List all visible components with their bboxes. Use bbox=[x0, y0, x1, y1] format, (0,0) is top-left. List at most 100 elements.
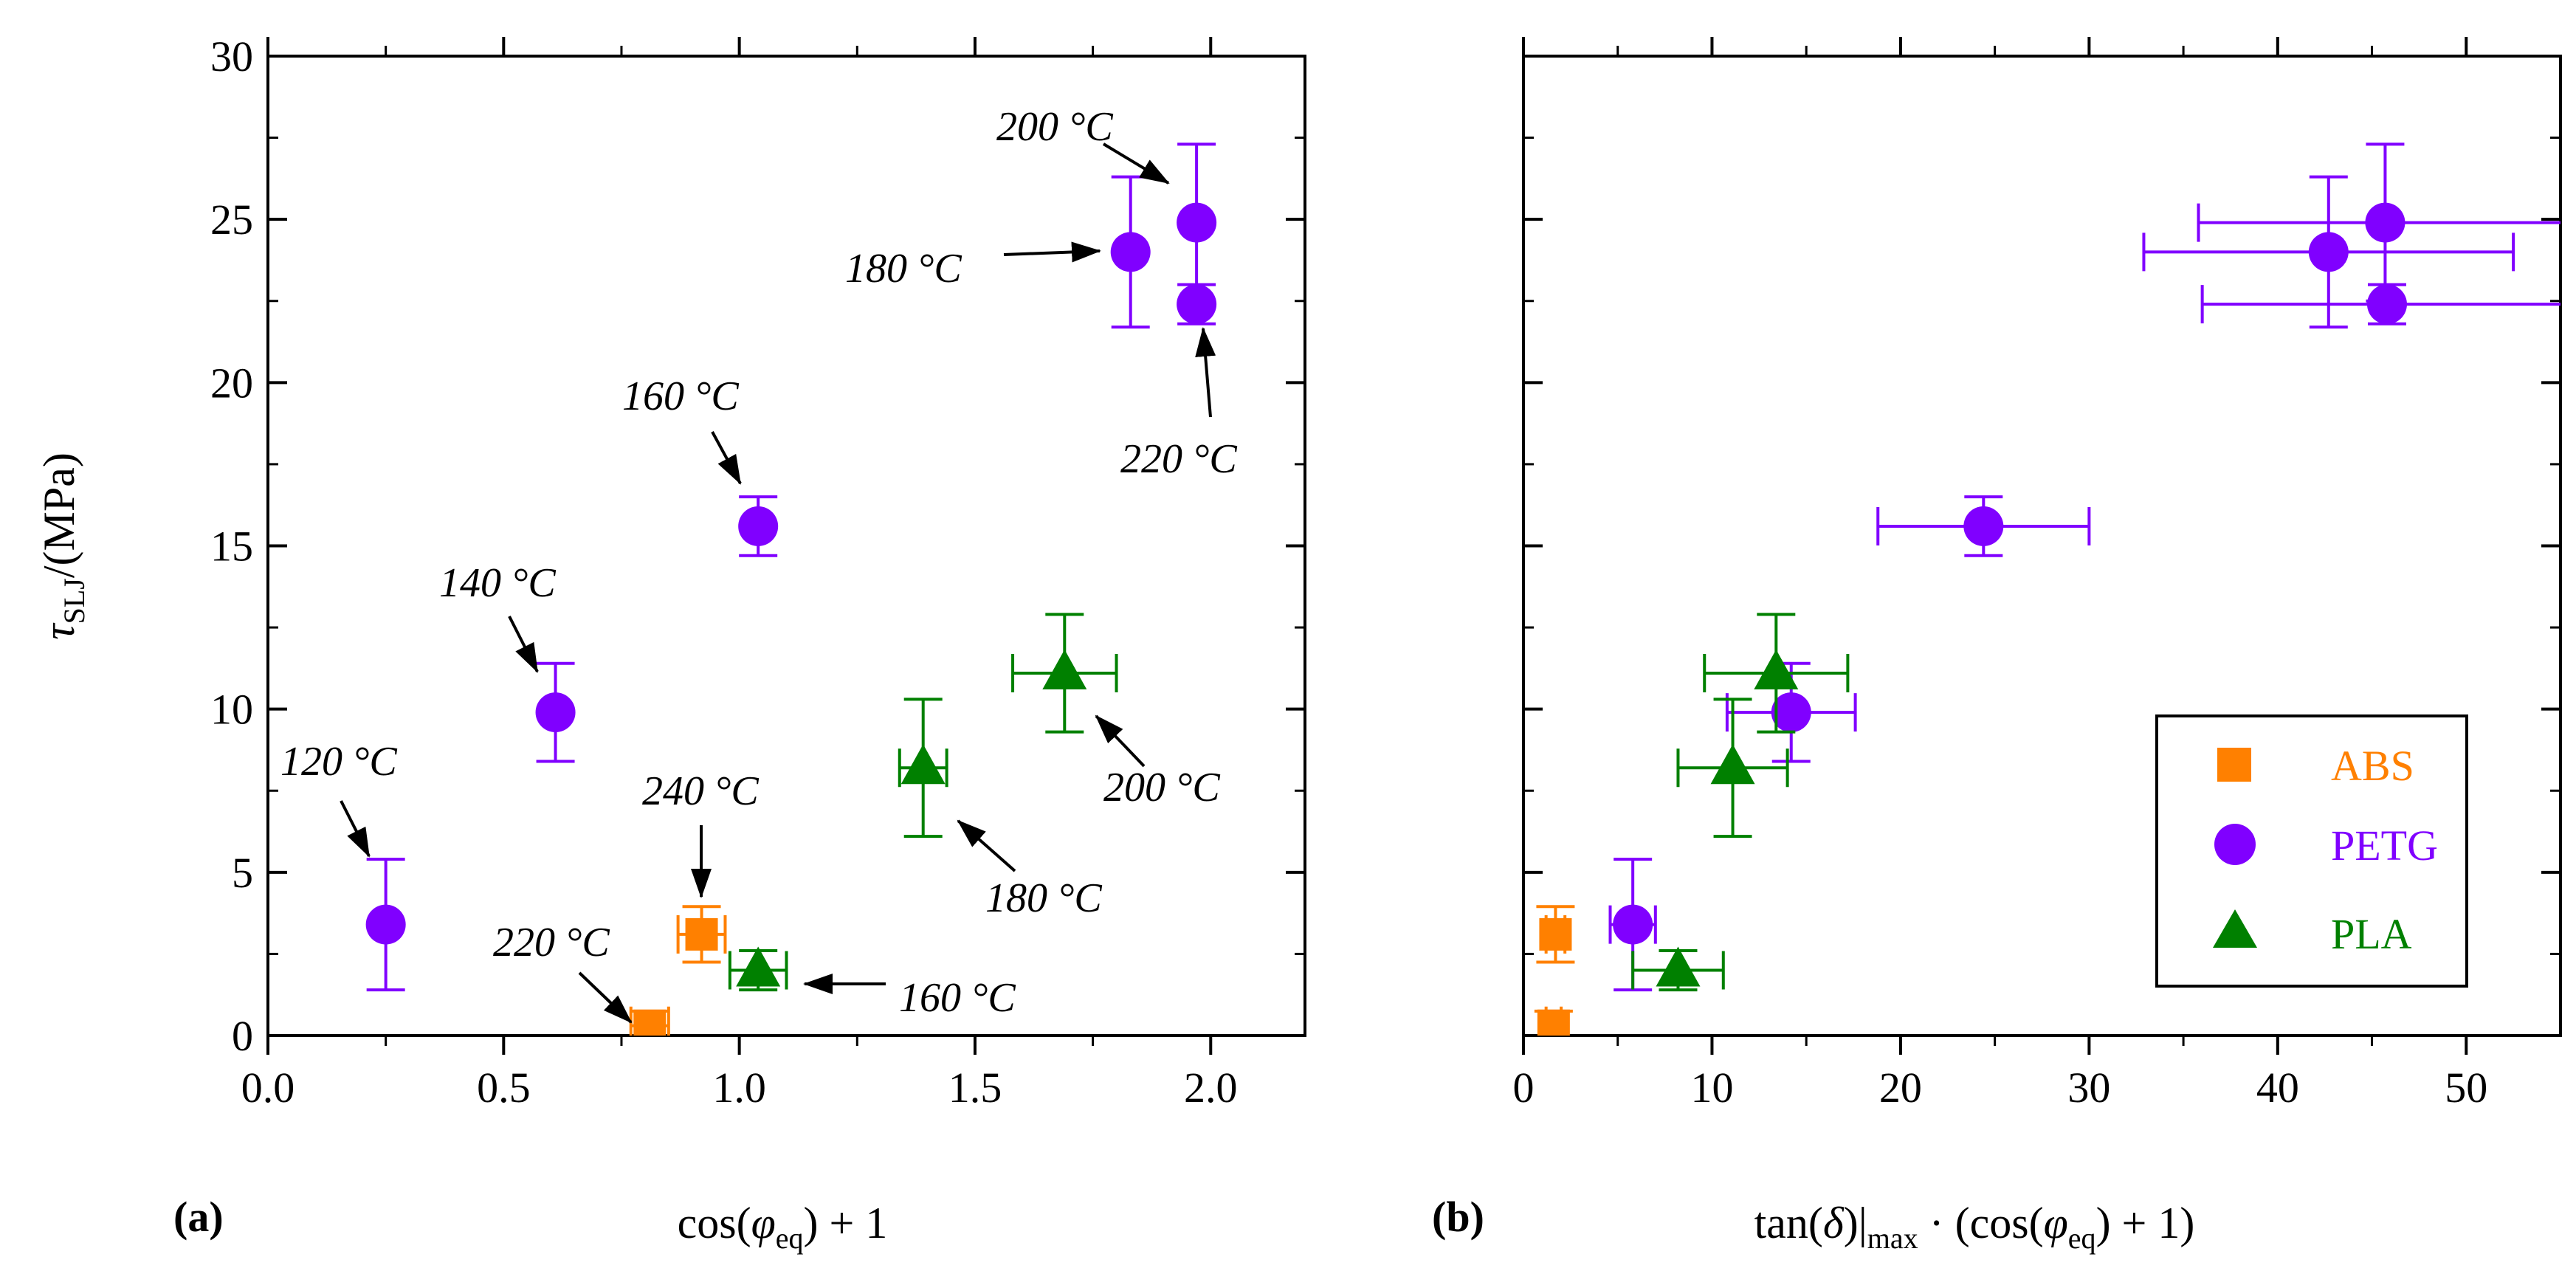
panel-a-points bbox=[365, 142, 1217, 1036]
legend-entries: ABS PETG PLA bbox=[2213, 742, 2438, 958]
marker-pla bbox=[736, 946, 781, 987]
x-tick-label: 2.0 bbox=[1184, 1064, 1238, 1112]
legend-marker-abs bbox=[2217, 748, 2251, 782]
point-petg bbox=[535, 661, 576, 763]
marker-petg bbox=[738, 506, 779, 546]
marker-petg bbox=[1110, 232, 1151, 272]
annotation-pla-160: 160 °C bbox=[899, 975, 1016, 1021]
y-tick-label: 10 bbox=[210, 686, 253, 734]
panel-b-points bbox=[1534, 142, 2560, 1036]
x-tick-label: 1.5 bbox=[948, 1064, 1002, 1112]
marker-pla bbox=[900, 744, 946, 785]
x-tick-label: 10 bbox=[1690, 1064, 1733, 1112]
panel-a-data bbox=[365, 142, 1217, 1036]
point-petg bbox=[2142, 175, 2515, 329]
arrow-pla-200 bbox=[1095, 714, 1146, 768]
point-abs bbox=[676, 905, 727, 964]
panel-a-frame bbox=[266, 55, 1306, 1037]
marker-petg bbox=[1177, 202, 1217, 243]
arrow-petg-180 bbox=[1003, 241, 1101, 263]
panel-a-label: (a) bbox=[173, 1193, 224, 1241]
y-tick-label: 0 bbox=[232, 1012, 253, 1060]
point-abs bbox=[1534, 1006, 1573, 1036]
annotation-petg-200: 200 °C bbox=[996, 104, 1113, 150]
legend-label-abs: ABS bbox=[2331, 742, 2414, 790]
annotation-pla-180: 180 °C bbox=[985, 875, 1102, 921]
point-petg bbox=[2197, 142, 2560, 303]
marker-abs bbox=[685, 917, 718, 951]
y-axis-title-sub: SLJ bbox=[58, 578, 91, 624]
marker-petg bbox=[1771, 692, 1811, 733]
point-petg bbox=[1876, 495, 2091, 557]
marker-pla bbox=[1656, 946, 1701, 987]
marker-abs bbox=[633, 1009, 667, 1036]
arrow-petg-200 bbox=[1102, 142, 1170, 185]
x-tick-label: 1.0 bbox=[712, 1064, 766, 1112]
point-petg bbox=[365, 858, 406, 992]
annotation-petg-220: 220 °C bbox=[1120, 436, 1237, 482]
arrow-petg-120 bbox=[340, 800, 371, 858]
panel-b-ticks: 0 10 20 30 40 50 bbox=[1513, 37, 2560, 1112]
marker-petg bbox=[2308, 232, 2349, 272]
y-axis-title-main: τ bbox=[35, 622, 83, 640]
y-tick-label: 15 bbox=[210, 523, 253, 571]
x-tick-label: 20 bbox=[1879, 1064, 1922, 1112]
annotation-petg-120: 120 °C bbox=[280, 739, 397, 785]
arrow-petg-140 bbox=[508, 616, 539, 673]
y-tick-label: 25 bbox=[210, 196, 253, 244]
point-pla bbox=[1676, 698, 1789, 838]
point-pla bbox=[1703, 613, 1850, 734]
marker-petg bbox=[2366, 284, 2407, 325]
panel-b-data bbox=[1534, 142, 2560, 1036]
point-abs bbox=[629, 1006, 670, 1036]
y-axis-title-unit: /(MPa) bbox=[35, 452, 83, 578]
annotation-abs-220: 220 °C bbox=[493, 920, 610, 965]
panel-a: 0 5 10 15 20 25 30 0.0 0.5 1.0 1.5 2.0 120 °C 140 °… bbox=[173, 32, 1306, 1255]
marker-pla bbox=[1710, 744, 1755, 785]
y-tick-label: 5 bbox=[232, 849, 253, 897]
marker-petg bbox=[1177, 284, 1217, 325]
point-pla bbox=[1631, 946, 1725, 992]
x-tick-label: 0 bbox=[1513, 1064, 1535, 1112]
annotation-pla-200: 200 °C bbox=[1103, 765, 1220, 810]
x-tick-label: 40 bbox=[2256, 1064, 2299, 1112]
marker-petg bbox=[1963, 506, 2004, 546]
marker-petg bbox=[2365, 202, 2405, 243]
x-tick-label: 0.0 bbox=[241, 1064, 295, 1112]
point-petg bbox=[1177, 142, 1217, 303]
point-petg bbox=[1177, 283, 1217, 326]
marker-abs bbox=[1539, 917, 1572, 951]
annotation-petg-140: 140 °C bbox=[439, 560, 556, 606]
panel-a-ticks: 0 5 10 15 20 25 30 0.0 0.5 1.0 1.5 2.0 bbox=[210, 32, 1305, 1112]
legend-marker-petg bbox=[2214, 824, 2256, 865]
legend: ABS PETG PLA bbox=[2155, 714, 2468, 988]
annotation-petg-180: 180 °C bbox=[845, 246, 962, 292]
arrow-pla-180 bbox=[957, 819, 1016, 872]
marker-petg bbox=[1613, 904, 1653, 945]
arrow-petg-220 bbox=[1195, 327, 1216, 418]
legend-label-petg: PETG bbox=[2331, 822, 2438, 869]
legend-marker-pla bbox=[2213, 909, 2257, 948]
x-tick-label: 0.5 bbox=[477, 1064, 531, 1112]
point-pla bbox=[898, 698, 948, 838]
annotation-petg-160: 160 °C bbox=[622, 373, 739, 419]
point-petg bbox=[2200, 283, 2560, 326]
marker-petg bbox=[365, 904, 406, 945]
y-axis-title: τSLJ/(MPa) bbox=[35, 452, 91, 640]
marker-abs bbox=[1537, 1009, 1570, 1036]
marker-pla bbox=[1042, 650, 1087, 690]
annotation-abs-240: 240 °C bbox=[642, 768, 759, 814]
arrow-abs-220 bbox=[578, 971, 633, 1024]
arrow-petg-160 bbox=[711, 431, 742, 485]
marker-pla bbox=[1754, 650, 1799, 690]
y-tick-label: 30 bbox=[210, 32, 253, 80]
point-petg bbox=[1608, 858, 1657, 992]
panel-a-annotations: 120 °C 140 °C 160 °C 180 °C 200 °C 220 °… bbox=[280, 104, 1237, 1024]
legend-box bbox=[2155, 714, 2468, 988]
y-tick-label: 20 bbox=[210, 359, 253, 407]
point-pla bbox=[1011, 613, 1118, 734]
point-pla bbox=[728, 946, 788, 992]
legend-label-pla: PLA bbox=[2331, 910, 2412, 958]
panel-b-x-axis-title: tan(δ)|max · (cos(φeq) + 1) bbox=[1754, 1199, 2195, 1255]
